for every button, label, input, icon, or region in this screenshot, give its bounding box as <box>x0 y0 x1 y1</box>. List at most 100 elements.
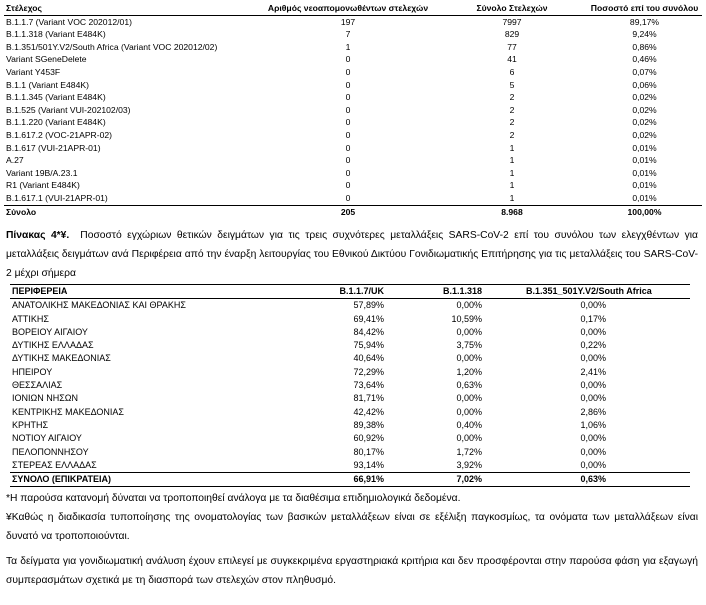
data-cell: 1 <box>509 180 515 191</box>
data-cell: 69,41% <box>353 313 384 324</box>
region-table: ΠΕΡΙΦΕΡΕΙΑ B.1.1.7/UK B.1.1.318 B.1.351_501… <box>10 283 690 488</box>
data-cell: 0,22% <box>580 340 606 351</box>
data-cell: 0 <box>345 129 351 140</box>
data-cell: Variant 19B/A.23.1 <box>6 167 78 178</box>
data-cell: 1 <box>509 155 515 166</box>
data-row: Variant SGeneDelete 0 41 0,46% <box>4 53 702 66</box>
total-cell: 66,91% <box>260 472 390 488</box>
data-cell: ΙΟΝΙΩΝ ΝΗΣΩΝ <box>12 393 79 404</box>
data-cell: ΘΕΣΣΑΛΙΑΣ <box>12 380 63 391</box>
data-cell: B.1.617.1 (VUI-21APR-01) <box>6 192 108 203</box>
data-cell: ΑΤΤΙΚΗΣ <box>12 313 49 324</box>
data-cell: 77 <box>507 41 517 52</box>
data-cell: 41 <box>507 54 517 65</box>
data-cell: 2 <box>509 129 515 140</box>
data-cell: 0,01% <box>632 155 657 166</box>
data-cell: 0,07% <box>632 66 657 77</box>
data-cell: ΣΤΕΡΕΑΣ ΕΛΛΑΔΑΣ <box>12 459 97 470</box>
data-cell: B.1.617.2 (VOC-21APR-02) <box>6 129 113 140</box>
data-row: Variant 19B/A.23.1 0 1 0,01% <box>4 167 702 180</box>
head-cell: B.1.1.318 <box>390 283 500 300</box>
data-row: B.1.1.318 (Variant E484K) 7 829 9,24% <box>4 28 702 41</box>
data-cell: B.1.1.345 (Variant E484K) <box>6 92 106 103</box>
data-cell: ΔΥΤΙΚΗΣ ΜΑΚΕΔΟΝΙΑΣ <box>12 353 111 364</box>
data-row: B.1.617.2 (VOC-21APR-02) 0 2 0,02% <box>4 129 702 142</box>
data-row: ΗΠΕΙΡΟΥ 72,29% 1,20% 2,41% <box>10 366 690 379</box>
data-cell: 0 <box>345 92 351 103</box>
data-cell: 0,01% <box>632 180 657 191</box>
data-cell: 81,71% <box>353 393 384 404</box>
data-cell: 0,00% <box>580 433 606 444</box>
data-cell: 0,06% <box>632 79 657 90</box>
total-cell: 7,02% <box>390 472 500 488</box>
data-row: B.1.1.345 (Variant E484K) 0 2 0,02% <box>4 91 702 104</box>
strain-table-body: Στέλεχος Αριθμός νεοαπομονωθέντων στελεχώ… <box>4 2 702 219</box>
data-cell: 0,00% <box>580 446 606 457</box>
data-cell: 0,02% <box>632 92 657 103</box>
data-cell: 0 <box>345 54 351 65</box>
data-row: ΑΝΑΤΟΛΙΚΗΣ ΜΑΚΕΔΟΝΙΑΣ ΚΑΙ ΘΡΑΚΗΣ 57,89% 0,… <box>10 299 690 313</box>
head-cell: Ποσοστό επί του συνόλου <box>587 2 702 16</box>
head-row: ΠΕΡΙΦΕΡΕΙΑ B.1.1.7/UK B.1.1.318 B.1.351_501… <box>10 283 690 300</box>
data-cell: 60,92% <box>353 433 384 444</box>
data-cell: Variant SGeneDelete <box>6 54 87 65</box>
data-cell: 1 <box>509 167 515 178</box>
data-cell: 7 <box>345 29 351 40</box>
data-cell: A.27 <box>6 155 24 166</box>
total-row: Σύνολο 205 8.968 100,00% <box>4 204 702 219</box>
data-cell: 7997 <box>502 16 522 27</box>
total-cell: Σύνολο <box>4 204 259 219</box>
head-cell: B.1.351_501Y.V2/South Africa <box>500 283 690 300</box>
data-cell: 2 <box>509 117 515 128</box>
data-cell: 0,00% <box>456 406 482 417</box>
data-cell: 2 <box>509 104 515 115</box>
data-row: ΑΤΤΙΚΗΣ 69,41% 10,59% 0,17% <box>10 313 690 326</box>
data-cell: 0,00% <box>580 326 606 337</box>
data-cell: 2,86% <box>580 406 606 417</box>
data-cell: 40,64% <box>353 353 384 364</box>
strain-table: Στέλεχος Αριθμός νεοαπομονωθέντων στελεχώ… <box>4 2 702 219</box>
data-cell: 1 <box>509 142 515 153</box>
note: *Η παρούσα κατανομή δύναται να τροποποιη… <box>6 493 461 504</box>
data-cell: 0,46% <box>632 54 657 65</box>
head-row: Στέλεχος Αριθμός νεοαπομονωθέντων στελεχώ… <box>4 2 702 16</box>
total-row: ΣΥΝΟΛΟ (ΕΠΙΚΡΑΤΕΙΑ) 66,91% 7,02% 0,63% <box>10 472 690 488</box>
data-cell: 0,00% <box>580 380 606 391</box>
data-cell: 0,86% <box>632 41 657 52</box>
data-cell: 42,42% <box>353 406 384 417</box>
data-cell: ΠΕΛΟΠΟΝΝΗΣΟΥ <box>12 446 89 457</box>
data-cell: 0 <box>345 180 351 191</box>
data-cell: 0 <box>345 192 351 203</box>
data-cell: 829 <box>504 29 520 40</box>
data-cell: 3,75% <box>456 340 482 351</box>
data-cell: 73,64% <box>353 380 384 391</box>
data-row: B.1.1 (Variant E484K) 0 5 0,06% <box>4 79 702 92</box>
data-cell: 0,40% <box>456 419 482 430</box>
data-cell: 0,00% <box>580 353 606 364</box>
data-cell: 89,17% <box>629 16 660 27</box>
data-cell: 0,00% <box>456 326 482 337</box>
data-cell: 75,94% <box>353 340 384 351</box>
data-cell: 0,00% <box>456 300 482 311</box>
data-cell: 9,24% <box>632 29 657 40</box>
data-cell: 84,42% <box>353 326 384 337</box>
data-cell: ΒΟΡΕΙΟΥ ΑΙΓΑΙΟΥ <box>12 326 88 337</box>
data-row: B.1.617.1 (VUI-21APR-01) 0 1 0,01% <box>4 192 702 205</box>
data-cell: B.1.1.220 (Variant E484K) <box>6 117 106 128</box>
data-cell: 0,01% <box>632 142 657 153</box>
total-cell: 8.968 <box>437 204 587 219</box>
data-cell: ΚΕΝΤΡΙΚΗΣ ΜΑΚΕΔΟΝΙΑΣ <box>12 406 124 417</box>
data-cell: 0,00% <box>456 433 482 444</box>
total-cell: ΣΥΝΟΛΟ (ΕΠΙΚΡΑΤΕΙΑ) <box>10 472 260 488</box>
data-row: ΚΕΝΤΡΙΚΗΣ ΜΑΚΕΔΟΝΙΑΣ 42,42% 0,00% 2,86% <box>10 406 690 419</box>
data-cell: 1 <box>345 41 351 52</box>
region-table-body: ΠΕΡΙΦΕΡΕΙΑ B.1.1.7/UK B.1.1.318 B.1.351_501… <box>10 283 690 488</box>
data-cell: B.1.1.318 (Variant E484K) <box>6 29 106 40</box>
data-cell: ΔΥΤΙΚΗΣ ΕΛΛΑΔΑΣ <box>12 340 94 351</box>
data-cell: B.1.525 (Variant VUI-202102/03) <box>6 104 131 115</box>
data-cell: ΚΡΗΤΗΣ <box>12 419 49 430</box>
data-row: ΙΟΝΙΩΝ ΝΗΣΩΝ 81,71% 0,00% 0,00% <box>10 392 690 405</box>
data-cell: B.1.1.7 (Variant VOC 202012/01) <box>6 16 132 27</box>
data-row: B.1.617 (VUI-21APR-01) 0 1 0,01% <box>4 142 702 155</box>
data-cell: 0 <box>345 142 351 153</box>
